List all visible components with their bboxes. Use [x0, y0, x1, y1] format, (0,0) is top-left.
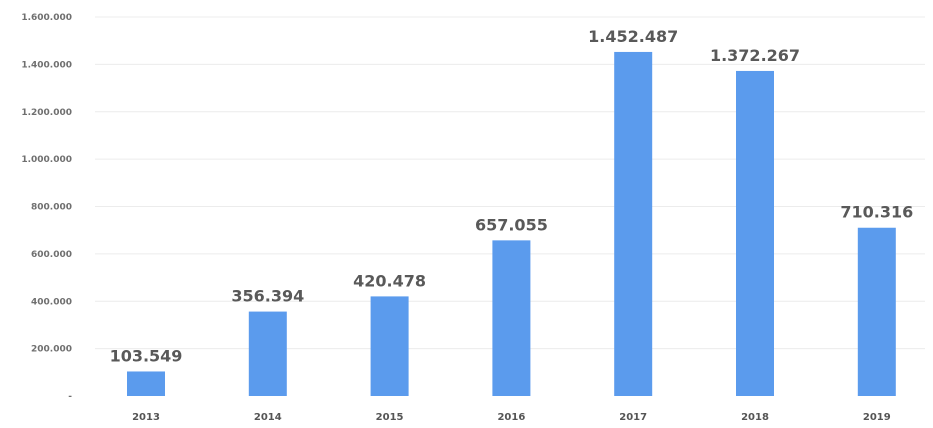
- bar-2018: [736, 70, 774, 397]
- y-tick-label: -: [68, 392, 72, 402]
- data-label: 710.316: [840, 203, 913, 222]
- bars: [127, 51, 896, 397]
- data-label: 657.055: [475, 215, 548, 234]
- bar-2017: [614, 51, 653, 397]
- y-tick-label: 800.000: [31, 203, 72, 213]
- y-tick-label: 1.400.000: [21, 60, 72, 70]
- y-tick-label: 400.000: [31, 297, 72, 307]
- bar-2019: [857, 227, 896, 396]
- y-tick-label: 1.600.000: [21, 13, 72, 23]
- x-tick-label: 2016: [497, 412, 525, 423]
- y-tick-label: 1.200.000: [21, 108, 72, 118]
- x-tick-label: 2018: [741, 412, 769, 423]
- data-labels: 103.549 356.394 420.478 657.055 1.452.487 1.3…: [110, 27, 914, 366]
- x-tick-label: 2015: [376, 412, 404, 423]
- bar-2014: [248, 311, 287, 396]
- data-label: 1.452.487: [588, 27, 678, 46]
- data-label: 1.372.267: [710, 46, 800, 65]
- x-axis-tick-labels: 2013 2014 2015 2016 2017 2018 2019: [132, 412, 891, 423]
- data-label: 420.478: [353, 271, 426, 290]
- bar-2015: [370, 296, 409, 396]
- x-tick-label: 2013: [132, 412, 160, 423]
- x-tick-label: 2017: [619, 412, 647, 423]
- bar-2013: [127, 371, 165, 396]
- data-label: 356.394: [231, 287, 304, 306]
- y-tick-label: 1.000.000: [21, 155, 72, 165]
- x-tick-label: 2014: [254, 412, 282, 423]
- y-tick-label: 600.000: [31, 250, 72, 260]
- x-tick-label: 2019: [863, 412, 891, 423]
- data-label: 103.549: [110, 346, 183, 365]
- y-axis-tick-labels: - 200.000 400.000 600.000 800.000 1.000.000 1.…: [21, 13, 72, 402]
- bar-2016: [492, 240, 531, 396]
- y-tick-label: 200.000: [31, 345, 72, 355]
